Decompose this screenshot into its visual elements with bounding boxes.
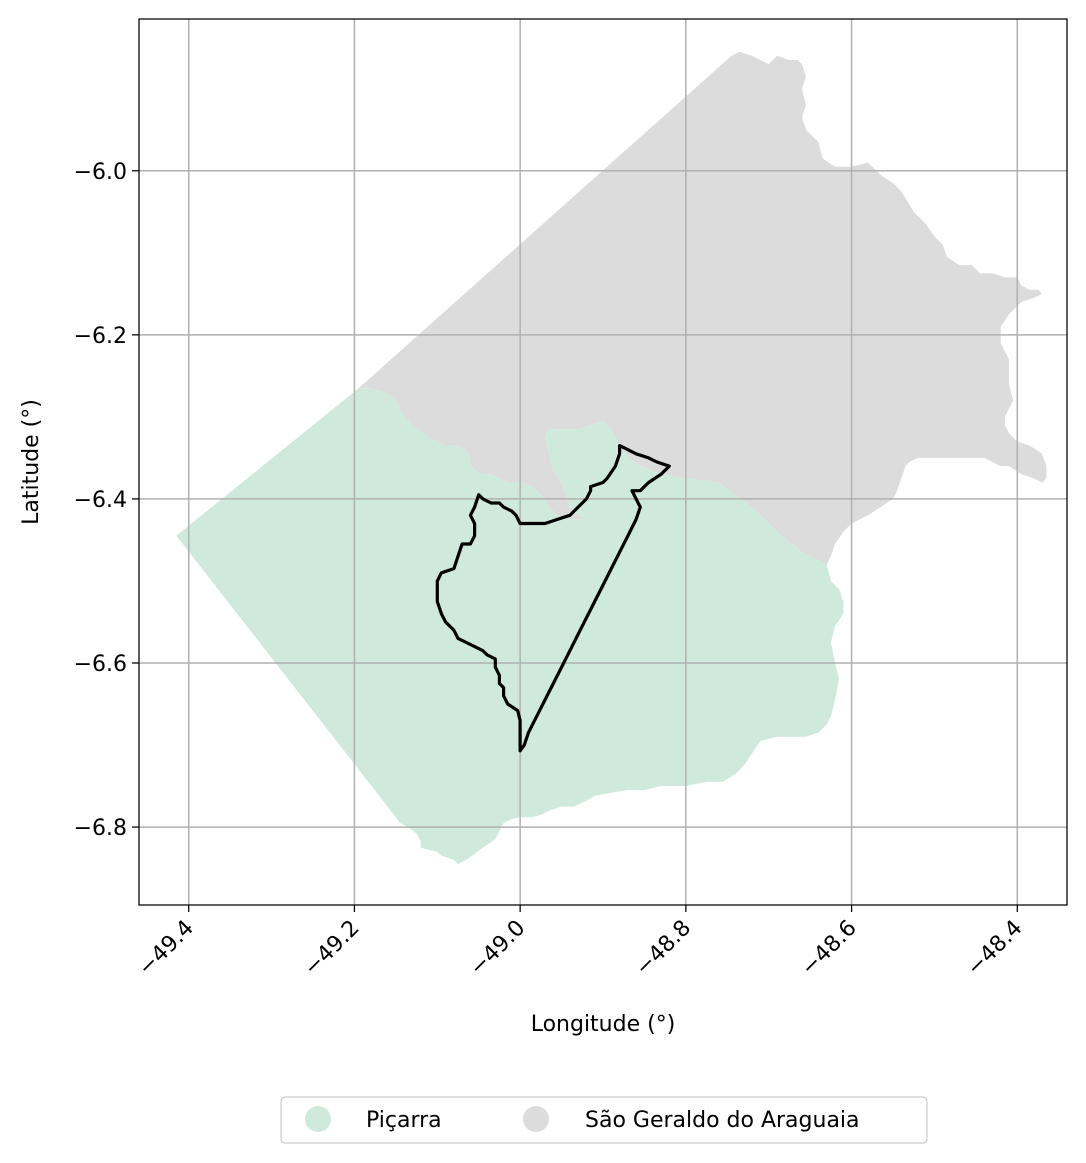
legend-swatch-picarra (305, 1106, 331, 1132)
y-axis-label: Latitude (°) (19, 399, 44, 525)
y-tick-label-0: −6.8 (74, 816, 127, 841)
gridlines (139, 19, 1067, 905)
region-layers (176, 51, 1047, 864)
legend: Piçarra São Geraldo do Araguaia (280, 1096, 928, 1144)
legend-swatch-sao-geraldo (523, 1106, 549, 1132)
x-axis-label: Longitude (°) (531, 1012, 676, 1037)
boundary-outline (435, 444, 671, 753)
y-axis-ticks: −6.8 −6.6 −6.4 −6.2 −6.0 (74, 160, 139, 841)
region-sao-geraldo-do-araguaia (358, 51, 1047, 565)
legend-box (280, 1096, 928, 1144)
y-tick-label-1: −6.6 (74, 652, 127, 677)
plot-area (138, 18, 1068, 906)
region-picarra (176, 388, 844, 864)
legend-label-picarra: Piçarra (366, 1108, 442, 1133)
y-tick-label-2: −6.4 (74, 488, 127, 513)
y-tick-label-3: −6.2 (74, 324, 127, 349)
legend-label-sao-geraldo: São Geraldo do Araguaia (585, 1108, 860, 1133)
y-tick-label-4: −6.0 (74, 160, 127, 185)
axes-frame (138, 18, 1068, 906)
